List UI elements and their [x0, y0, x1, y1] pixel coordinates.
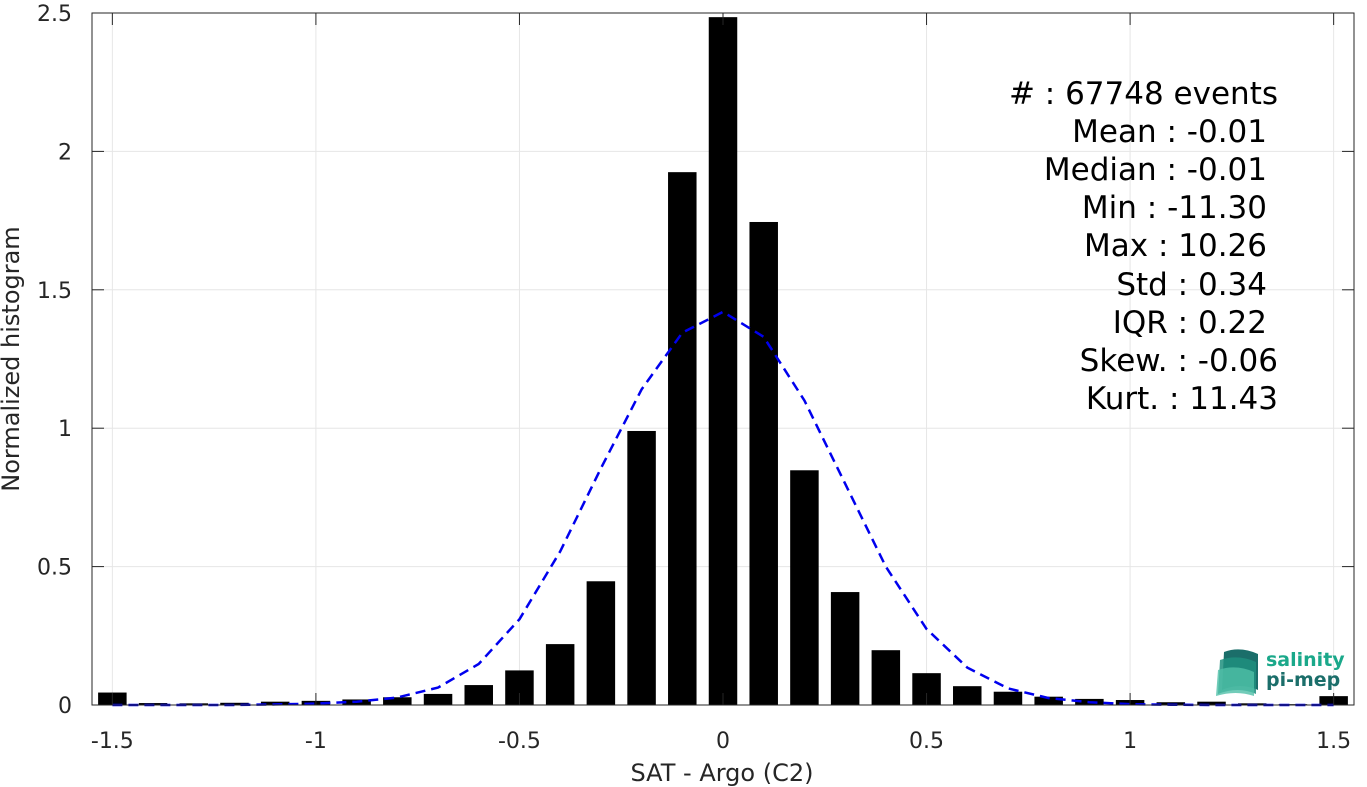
stat-max: Max : 10.26	[1084, 228, 1267, 264]
histogram-bar	[1197, 701, 1226, 705]
histogram-bar	[668, 172, 697, 705]
x-tick-label: -1.5	[91, 729, 134, 754]
histogram-bar	[220, 702, 249, 705]
histogram-bar	[464, 685, 493, 705]
y-tick-labels: 0 0.5 1 1.5 2 2.5	[37, 2, 72, 719]
histogram-bar	[953, 686, 982, 705]
stat-mean: Mean : -0.01	[1072, 114, 1267, 150]
stat-kurt: Kurt. : 11.43	[1086, 381, 1278, 417]
salinity-pimep-logo: salinity pi-mep	[1216, 649, 1345, 696]
histogram-bar	[830, 592, 860, 705]
histogram-bar	[708, 17, 738, 706]
histogram-bar	[749, 221, 778, 705]
x-axis-label: SAT - Argo (C2)	[631, 759, 814, 787]
stat-median: Median : -0.01	[1044, 152, 1267, 188]
histogram-bar	[423, 693, 453, 705]
histogram-bar	[790, 470, 819, 705]
wave-logo-icon	[1216, 649, 1258, 696]
statistics-annotation: # : 67748 events Mean : -0.01 Median : -…	[1009, 76, 1278, 417]
stat-std: Std : 0.34	[1116, 267, 1267, 303]
histogram-bar	[993, 691, 1023, 705]
histogram-bar	[871, 650, 901, 705]
y-axis-label: Normalized histogram	[0, 226, 25, 491]
y-tick-label: 1	[58, 417, 72, 442]
stat-skew: Skew. : -0.06	[1080, 343, 1278, 379]
histogram-bar	[545, 644, 575, 705]
x-tick-labels: -1.5 -1 -0.5 0 0.5 1 1.5	[91, 729, 1351, 754]
y-tick-label: 2	[58, 140, 72, 165]
x-tick-label: -0.5	[498, 729, 541, 754]
axis-ticks	[92, 12, 1354, 706]
x-tick-label: 1	[1123, 729, 1137, 754]
histogram-bar	[383, 697, 412, 705]
logo-line2: pi-mep	[1266, 669, 1340, 691]
x-tick-label: 1.5	[1316, 729, 1351, 754]
y-tick-label: 2.5	[37, 2, 72, 27]
stat-min: Min : -11.30	[1082, 190, 1267, 226]
y-tick-label: 0.5	[37, 556, 72, 581]
x-tick-label: 0	[716, 729, 730, 754]
y-tick-label: 0	[58, 694, 72, 719]
histogram-bar	[627, 430, 656, 705]
logo-line1: salinity	[1266, 649, 1345, 671]
x-tick-label: -1	[305, 729, 327, 754]
y-tick-label: 1.5	[37, 279, 72, 304]
stat-count: # : 67748 events	[1009, 76, 1278, 112]
stat-iqr: IQR : 0.22	[1113, 305, 1267, 341]
histogram-bars	[98, 17, 1348, 706]
x-tick-label: 0.5	[909, 729, 944, 754]
histogram-bar	[586, 581, 616, 705]
histogram-bar	[1034, 696, 1063, 705]
